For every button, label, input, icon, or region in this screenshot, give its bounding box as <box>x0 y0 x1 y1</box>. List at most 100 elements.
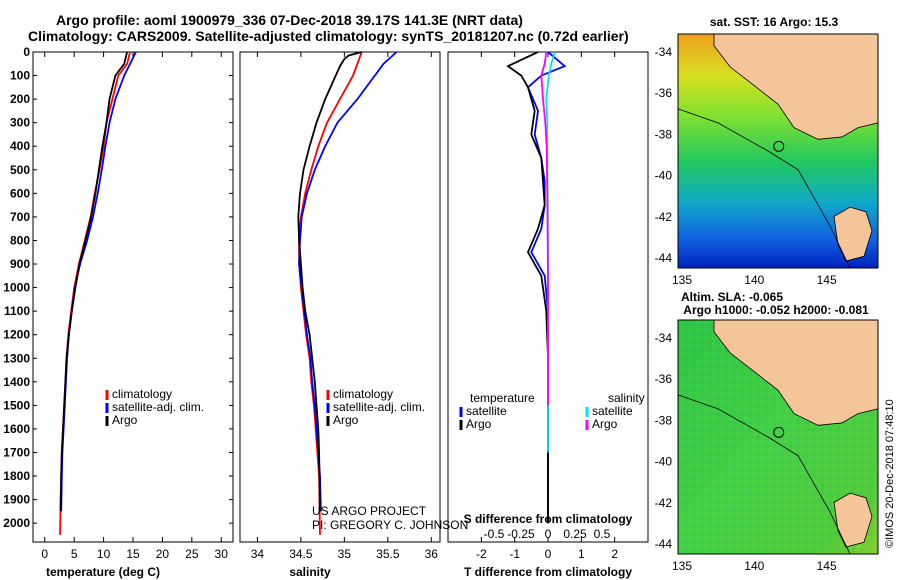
y-tick-label: 1800 <box>3 469 30 483</box>
lon-tick-label: 140 <box>744 559 764 573</box>
lat-tick-label: -44 <box>655 251 673 265</box>
lon-tick-label: 140 <box>744 273 764 287</box>
y-tick-label: 1200 <box>3 328 30 342</box>
legend-label: Argo <box>333 413 359 427</box>
series-line-temperature-argo <box>506 51 549 524</box>
lat-tick-label: -36 <box>655 372 673 386</box>
top-tick-label: 0.5 <box>594 527 611 541</box>
panel-frame-temperature <box>32 51 234 543</box>
lon-tick-label: 135 <box>672 273 692 287</box>
x-tick-label: 35 <box>338 547 352 561</box>
y-tick-label: 300 <box>10 116 30 130</box>
y-tick-label: 0 <box>23 45 30 59</box>
y-tick-label: 100 <box>10 69 30 83</box>
map-sla <box>677 319 879 555</box>
x-tick-label: 34.5 <box>289 547 313 561</box>
panel-difference <box>447 51 649 543</box>
timestamp-watermark: ©IMOS 20-Dec-2018 07:48:10 <box>884 399 896 548</box>
x-tick-label: -2 <box>476 547 487 561</box>
x-axis-label-salinity: salinity <box>289 565 331 579</box>
x-axis-label-temperature: temperature (deg C) <box>46 565 160 579</box>
y-tick-label: 1700 <box>3 445 30 459</box>
x-tick-label: 1 <box>578 547 585 561</box>
legend-label: climatology <box>112 387 172 401</box>
y-tick-label: 500 <box>10 163 30 177</box>
map-isobath <box>677 108 851 269</box>
panel-frame-salinity <box>239 51 441 543</box>
y-tick-label: 1400 <box>3 375 30 389</box>
series-line-climatology <box>298 51 363 535</box>
x-tick-label: 10 <box>97 547 111 561</box>
y-tick-label: 900 <box>10 257 30 271</box>
y-tick-label: 400 <box>10 139 30 153</box>
top-tick-label: 0 <box>545 527 552 541</box>
y-tick-label: 600 <box>10 186 30 200</box>
x-tick-label: -1 <box>509 547 520 561</box>
map-frame <box>677 33 879 269</box>
figure-title-line1: Argo profile: aoml 1900979_336 07-Dec-20… <box>56 12 523 28</box>
legend-label: satellite <box>592 404 633 418</box>
lat-tick-label: -36 <box>655 86 673 100</box>
series-line-argo <box>297 51 362 512</box>
series-line-satellite-adj-clim- <box>298 51 398 512</box>
map-top-title: sat. SST: 16 Argo: 15.3 <box>710 15 839 29</box>
y-tick-label: 2000 <box>3 516 30 530</box>
x-tick-label: 0 <box>41 547 48 561</box>
top-tick-label: -0.25 <box>507 527 535 541</box>
map-land-tasmania <box>833 492 873 548</box>
lon-tick-label: 135 <box>672 559 692 573</box>
map-bottom-title-line1: Altim. SLA: -0.065 <box>681 290 783 304</box>
panel-salinity <box>239 51 441 543</box>
y-tick-label: 200 <box>10 92 30 106</box>
top-tick-label: -0.5 <box>484 527 505 541</box>
x-tick-label: 35.5 <box>376 547 400 561</box>
x-tick-label: 5 <box>71 547 78 561</box>
legend-title-salinity: salinity <box>608 391 645 405</box>
legend-label: satellite-adj. clim. <box>333 400 425 414</box>
legend-label: satellite-adj. clim. <box>112 400 204 414</box>
legend-label: satellite <box>466 404 507 418</box>
x-tick-label: 25 <box>185 547 199 561</box>
map-sst <box>677 33 879 269</box>
series-line-climatology <box>59 51 131 535</box>
argo-float-marker <box>773 426 785 438</box>
lat-tick-label: -38 <box>655 127 673 141</box>
map-isobath <box>677 394 851 555</box>
legend-label: climatology <box>333 387 393 401</box>
y-tick-label: 1300 <box>3 351 30 365</box>
top-axis-label: S difference from climatology <box>464 512 633 526</box>
lat-tick-label: -42 <box>655 496 673 510</box>
y-tick-label: 1100 <box>4 304 30 318</box>
figure-title-line2: Climatology: CARS2009. Satellite-adjuste… <box>28 28 629 44</box>
credit-line1: US ARGO PROJECT <box>312 504 427 518</box>
lat-tick-label: -40 <box>655 455 673 469</box>
y-tick-label: 1500 <box>3 398 30 412</box>
map-land-tasmania <box>833 206 873 262</box>
map-bottom-title-line2: Argo h1000: -0.052 h2000: -0.081 <box>683 303 869 317</box>
panel-temperature <box>32 51 234 543</box>
series-line-argo <box>59 51 128 512</box>
legend-label: Argo <box>466 417 492 431</box>
x-tick-label: 15 <box>126 547 140 561</box>
lon-tick-label: 145 <box>817 273 837 287</box>
lat-tick-label: -34 <box>655 45 673 59</box>
y-tick-label: 1000 <box>3 281 30 295</box>
legend-label: Argo <box>592 417 618 431</box>
legend-title-temperature: temperature <box>470 391 535 405</box>
lat-tick-label: -40 <box>655 169 673 183</box>
y-tick-label: 1900 <box>3 493 30 507</box>
x-axis-label-difference: T difference from climatology <box>464 565 632 579</box>
map-frame <box>677 319 879 555</box>
y-tick-label: 800 <box>10 233 30 247</box>
lat-tick-label: -42 <box>655 210 673 224</box>
lat-tick-label: -34 <box>655 331 673 345</box>
lat-tick-label: -38 <box>655 413 673 427</box>
legend-label: Argo <box>112 413 138 427</box>
y-tick-label: 1600 <box>3 422 30 436</box>
x-tick-label: 30 <box>215 547 229 561</box>
x-tick-label: 36 <box>425 547 439 561</box>
lat-tick-label: -44 <box>655 537 673 551</box>
series-line-satellite-adj-clim- <box>60 51 137 512</box>
x-tick-label: 2 <box>611 547 618 561</box>
